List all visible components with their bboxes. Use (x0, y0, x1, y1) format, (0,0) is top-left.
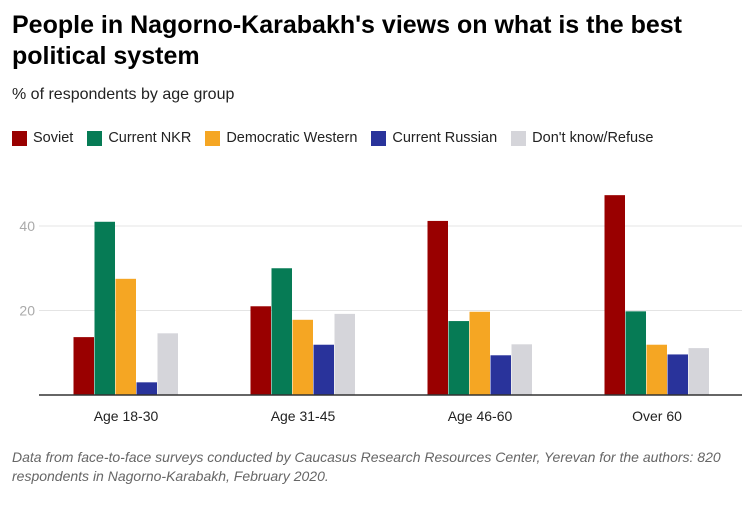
bar-current-nkr (271, 268, 292, 395)
legend-item: Soviet (12, 130, 73, 146)
x-tick-label: Age 31-45 (271, 408, 336, 424)
legend-label: Soviet (33, 130, 74, 146)
bar-chart: 20 40 Age 18-30 Age 31-45 Age 46-60 Over 60 (19, 195, 742, 424)
bar-soviet (250, 306, 271, 395)
legend-label: Current NKR (108, 130, 192, 146)
bar-democratic-western (646, 344, 667, 395)
y-tick-label: 20 (19, 303, 35, 319)
legend-label: Don't know/Refuse (532, 130, 654, 146)
y-tick-label: 40 (19, 218, 35, 234)
source-note: Data from face-to-face surveys conducted… (12, 449, 721, 484)
legend-item: Democratic Western (205, 130, 357, 146)
chart-title: People in Nagorno-Karabakh's views on wh… (12, 11, 682, 70)
bar-democratic-western (292, 319, 313, 395)
bar-don-t-know-refuse (511, 344, 532, 395)
bar-current-nkr (448, 321, 469, 395)
legend-swatch (87, 130, 103, 146)
legend: Soviet Current NKR Democratic Western Curre… (12, 130, 653, 146)
legend-swatch (511, 130, 527, 146)
bar-current-russian (136, 382, 157, 395)
bar-current-nkr (625, 311, 646, 395)
bar-soviet (604, 195, 625, 395)
legend-swatch (12, 130, 27, 146)
bar-soviet (427, 220, 448, 395)
bar-don-t-know-refuse (157, 333, 178, 395)
bar-democratic-western (115, 278, 136, 395)
bar-democratic-western (469, 311, 490, 395)
legend-label: Current Russian (392, 130, 498, 146)
x-tick-label: Age 46-60 (448, 408, 513, 424)
bar-current-nkr (94, 221, 115, 395)
chart-subtitle: % of respondents by age group (12, 86, 235, 103)
legend-swatch (371, 130, 387, 146)
bar-current-russian (313, 344, 334, 395)
legend-item: Current NKR (87, 130, 191, 146)
legend-label: Democratic Western (226, 130, 358, 146)
legend-item: Current Russian (371, 130, 497, 146)
bar-current-russian (667, 354, 688, 395)
legend-item: Don't know/Refuse (511, 130, 653, 146)
bar-don-t-know-refuse (688, 348, 709, 395)
x-tick-label: Over 60 (632, 408, 682, 424)
bar-don-t-know-refuse (334, 313, 355, 395)
x-tick-label: Age 18-30 (94, 408, 159, 424)
bar-soviet (73, 337, 94, 395)
legend-swatch (205, 130, 221, 146)
bar-current-russian (490, 355, 511, 395)
